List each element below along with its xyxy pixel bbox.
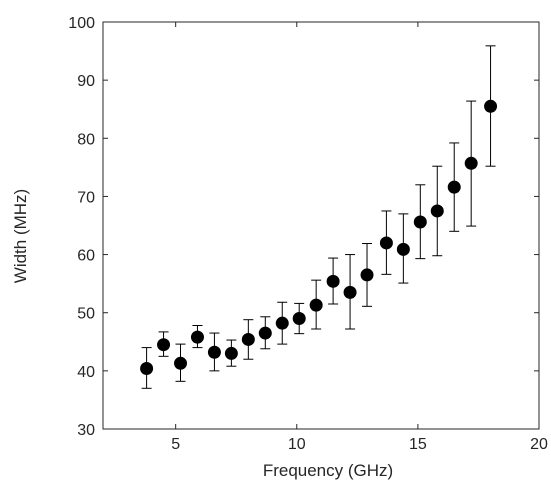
data-point: [326, 274, 340, 288]
data-point: [207, 345, 221, 359]
data-point: [379, 236, 393, 250]
y-tick-label: 80: [77, 131, 95, 148]
data-point: [309, 298, 323, 312]
y-tick-label: 100: [68, 15, 95, 32]
tick-labels: 5 10 15 20 30 40 50 60 70 80 90 100: [68, 15, 548, 453]
data-point: [396, 242, 410, 256]
axis-ticks: [103, 21, 540, 430]
data-point: [241, 332, 255, 346]
y-tick-label: 30: [77, 422, 95, 439]
plot-area: [102, 21, 540, 430]
data-point: [174, 356, 188, 370]
y-tick-label: 60: [77, 248, 95, 265]
y-tick-label: 70: [77, 189, 95, 206]
data-point: [430, 204, 444, 218]
plot-box: [102, 21, 540, 430]
data-point: [360, 268, 374, 282]
data-point: [292, 312, 306, 326]
x-tick-label: 5: [171, 436, 180, 453]
x-tick-label: 10: [288, 436, 306, 453]
data-point: [190, 330, 204, 344]
data-point: [275, 316, 289, 330]
data-point: [447, 180, 461, 194]
x-axis-label: Frequency (GHz): [263, 461, 393, 480]
data-point: [224, 346, 238, 360]
data-point: [484, 99, 498, 113]
data-point: [258, 326, 272, 340]
data-point: [343, 285, 357, 299]
y-axis-label: Width (MHz): [11, 189, 30, 283]
data-point: [464, 156, 478, 170]
data-point: [157, 338, 171, 352]
data-point: [413, 215, 427, 229]
data-points: [140, 99, 498, 376]
y-tick-label: 50: [77, 306, 95, 323]
y-tick-label: 40: [77, 364, 95, 381]
data-point: [140, 362, 154, 376]
y-tick-label: 90: [77, 73, 95, 90]
x-tick-label: 15: [409, 436, 427, 453]
x-tick-label: 20: [530, 436, 548, 453]
